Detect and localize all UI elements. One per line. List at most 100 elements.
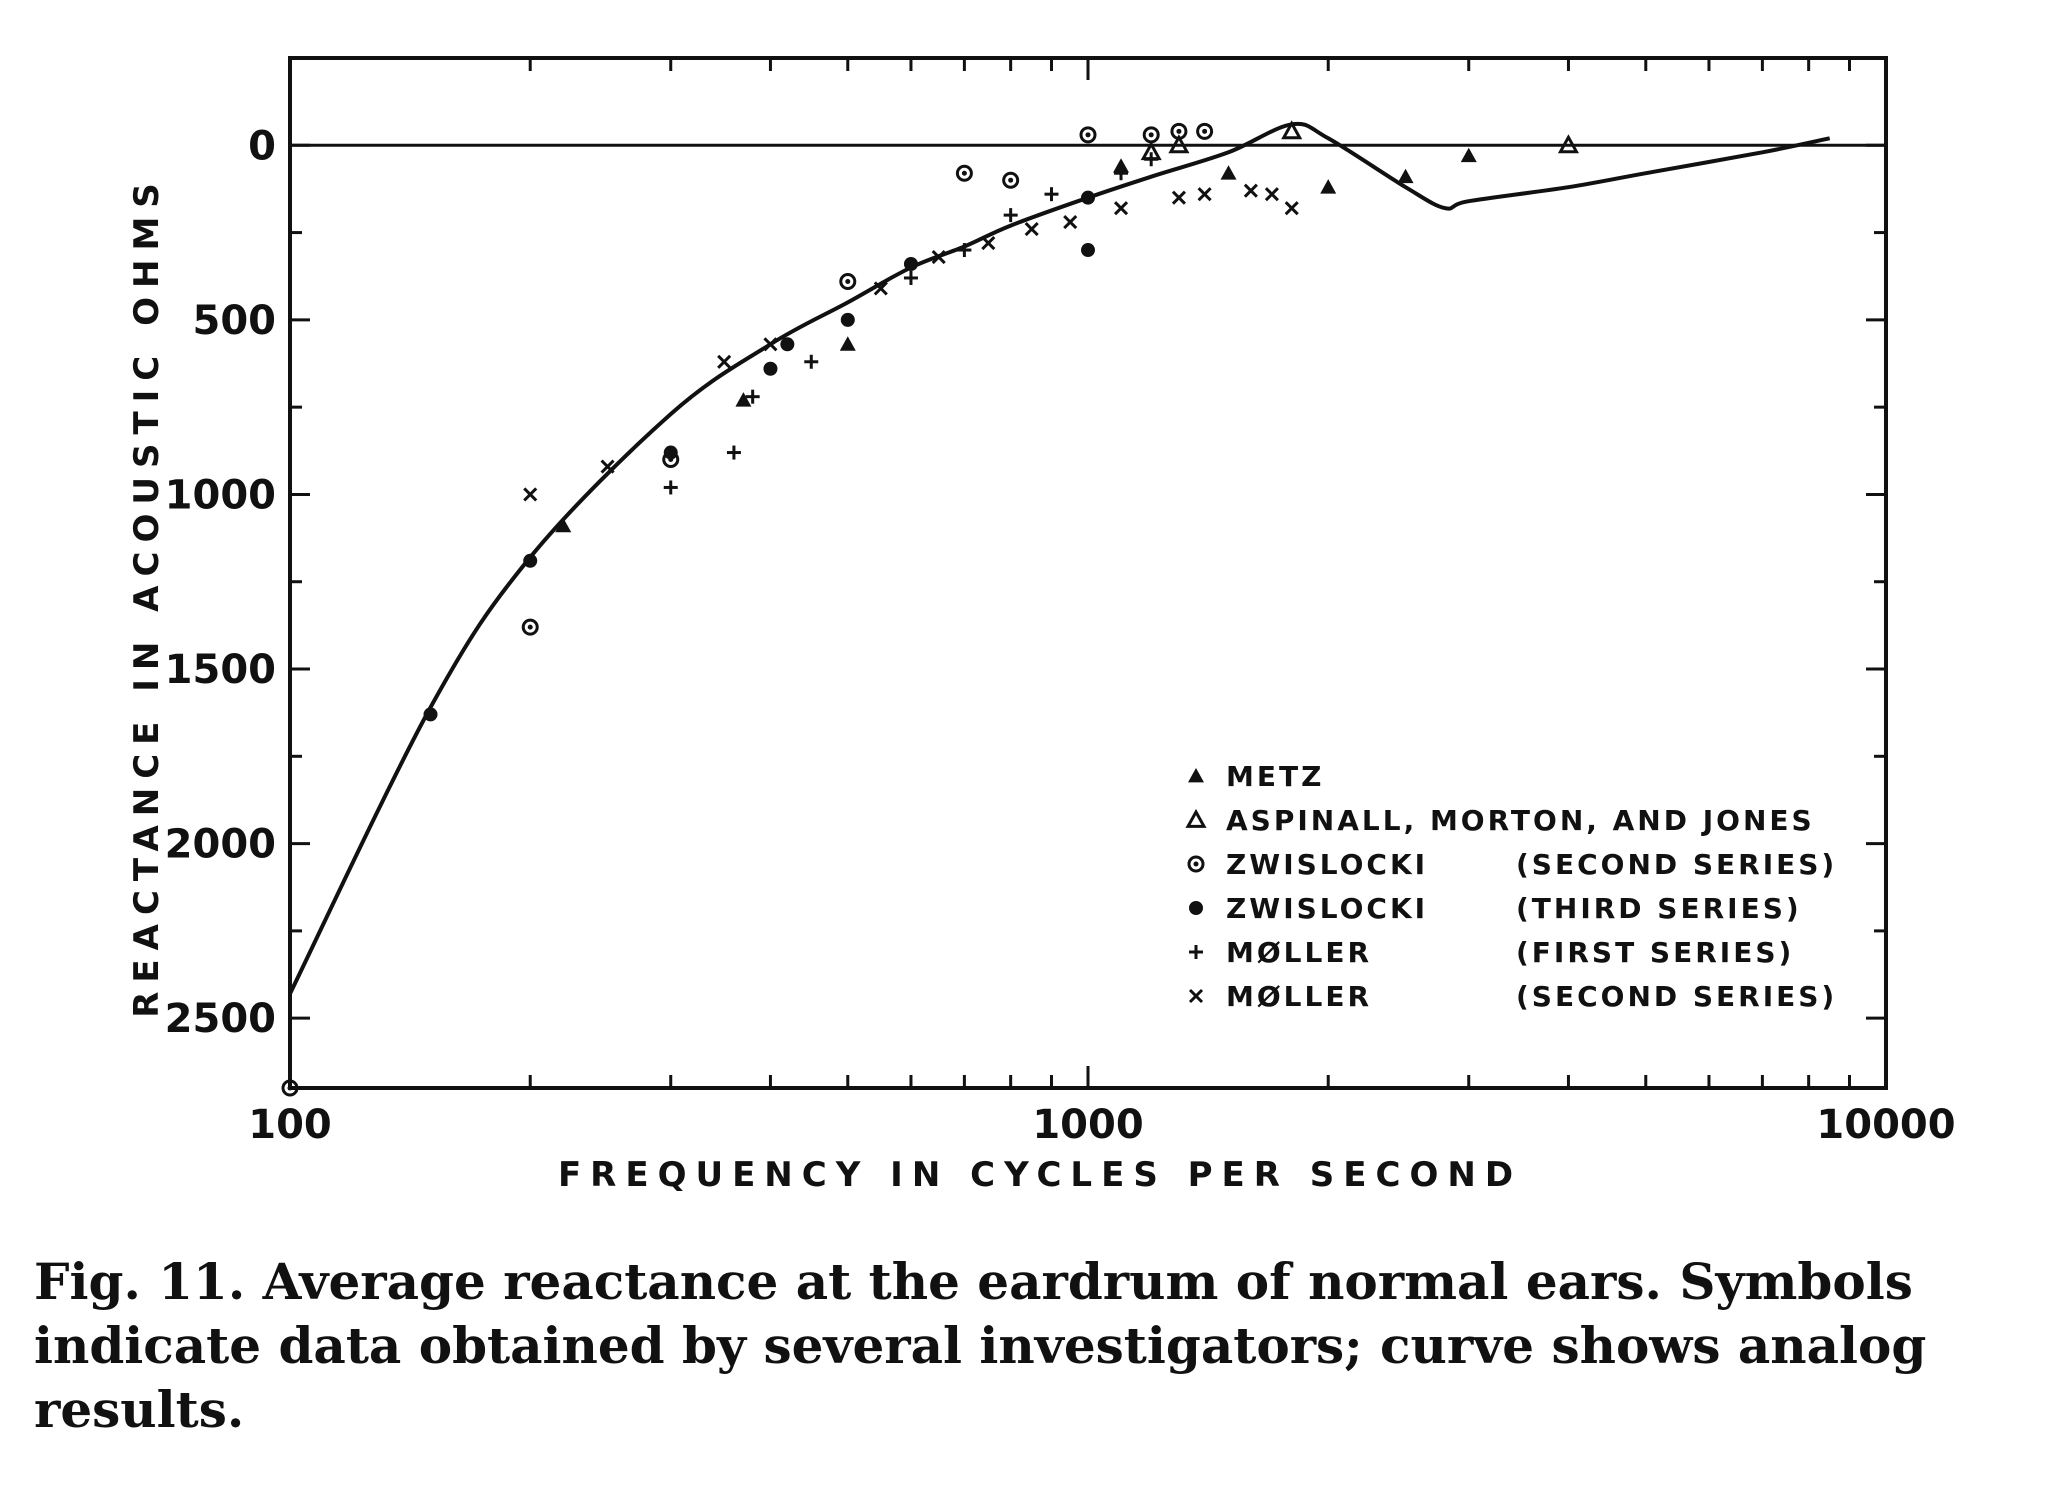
- zwislocki-second-ring: [1187, 855, 1205, 873]
- moller-second-point: [763, 337, 778, 352]
- moller-second-b: [1024, 222, 1039, 237]
- legend-entry-note: (SECOND SERIES): [1516, 848, 1837, 881]
- zwislocki-third-point: [423, 707, 438, 722]
- moller-second-b: [763, 337, 778, 352]
- metz-point: [1320, 179, 1337, 194]
- moller-second-point: [1264, 187, 1279, 202]
- moller-second-point: [1197, 187, 1212, 202]
- zwislocki-second-ring: [839, 272, 857, 290]
- zwislocki-third-point: [1081, 190, 1095, 205]
- legend: METZ ASPINALL, MORTON, AND JONES ZWISLOCKI…: [1185, 760, 1837, 1013]
- zwislocki-second-point: [839, 272, 857, 290]
- moller-second-b: [717, 354, 732, 369]
- zwislocki-second-point: [1079, 126, 1097, 144]
- moller-first-point: [957, 243, 972, 258]
- metz-point: [839, 336, 856, 351]
- moller-second-b: [1284, 201, 1299, 216]
- zwislocki-second-point: [1170, 122, 1188, 140]
- moller-second-b: [600, 459, 615, 474]
- moller-first-point: [1044, 187, 1059, 202]
- zwislocki-second-ring: [521, 618, 539, 636]
- moller-second-b: [1113, 201, 1129, 216]
- y-tick-label: 1000: [165, 472, 276, 518]
- zwislocki-second-point: [1187, 855, 1205, 873]
- plot-frame: [288, 56, 1888, 1090]
- zwislocki-second-dot: [527, 624, 533, 630]
- moller-first-point: [1114, 166, 1129, 181]
- moller-second-b: [873, 281, 888, 296]
- metz-point: [1397, 168, 1414, 184]
- moller-second-b: [1243, 183, 1258, 198]
- moller-first-point: [804, 354, 819, 369]
- aspinall-point: [1168, 134, 1190, 154]
- legend-entry-name: ASPINALL, MORTON, AND JONES: [1226, 804, 1815, 837]
- zwislocki-second-dot: [1085, 132, 1091, 138]
- metz-point: [1460, 147, 1477, 163]
- zwislocki-second-dot: [1202, 128, 1208, 134]
- figure-caption: Fig. 11. Average reactance at the eardru…: [34, 1252, 1927, 1439]
- zwislocki-third-point: [1081, 243, 1095, 258]
- moller-first-point: [1144, 152, 1159, 167]
- zwislocki-second-point: [1002, 171, 1020, 189]
- moller-second-point: [931, 249, 946, 265]
- aspinall-point: [1557, 134, 1579, 154]
- moller-second-point: [1024, 222, 1039, 237]
- x-tick-label: 10000: [1816, 1102, 1955, 1148]
- moller-second-point: [1243, 183, 1258, 198]
- moller-second-b: [1197, 187, 1212, 202]
- moller-second-b: [1171, 190, 1186, 205]
- moller-second-point: [1113, 201, 1129, 216]
- zwislocki-second-point: [281, 1079, 299, 1097]
- moller-second-b: [981, 235, 996, 251]
- legend-entry-note: (SECOND SERIES): [1516, 980, 1837, 1013]
- x-tick-label: 1000: [1032, 1102, 1143, 1148]
- metz-point: [1220, 165, 1237, 180]
- zwislocki-third-point: [763, 361, 778, 376]
- zwislocki-second-ring: [1079, 126, 1097, 144]
- moller-second-point: [523, 487, 538, 502]
- zwislocki-second-dot: [1176, 128, 1182, 134]
- zwislocki-third-point: [780, 337, 795, 352]
- y-tick-label: 0: [248, 123, 276, 169]
- moller-second-b: [523, 487, 538, 502]
- zwislocki-second-ring: [1170, 122, 1188, 140]
- zwislocki-second-point: [521, 618, 539, 636]
- moller-second-point: [873, 281, 888, 296]
- zwislocki-second-ring: [1142, 126, 1160, 144]
- moller-first-point: [726, 445, 741, 460]
- y-tick-label: 1500: [165, 647, 276, 693]
- legend-entry-name: MØLLER: [1226, 980, 1372, 1013]
- moller-second-b: [931, 249, 946, 265]
- legend-entry-name: ZWISLOCKI: [1226, 892, 1428, 925]
- zwislocki-second-point: [1196, 122, 1214, 140]
- zwislocki-third-point: [903, 257, 918, 271]
- metz-point: [555, 517, 572, 533]
- moller-second-point: [1171, 190, 1186, 205]
- zwislocki-second-dot: [1148, 132, 1154, 138]
- zwislocki-second-ring: [281, 1079, 299, 1097]
- legend-entry-name: ZWISLOCKI: [1226, 848, 1428, 881]
- x-tick-label: 100: [248, 1102, 332, 1148]
- zwislocki-second-dot: [287, 1085, 293, 1091]
- moller-second-b: [1188, 988, 1204, 1004]
- legend-entry-note: (FIRST SERIES): [1516, 936, 1794, 969]
- zwislocki-third-point: [663, 445, 678, 460]
- legend-entry-name: MØLLER: [1226, 936, 1372, 969]
- metz-point: [1188, 768, 1204, 783]
- zwislocki-second-dot: [845, 278, 851, 284]
- y-axis-label: REACTANCE IN ACOUSTIC OHMS: [127, 174, 167, 1018]
- y-tick-label: 2000: [165, 822, 276, 868]
- zwislocki-second-dot: [1193, 861, 1199, 867]
- moller-first-point: [1003, 208, 1018, 223]
- moller-first-point: [1189, 945, 1203, 959]
- zwislocki-third-point: [1189, 901, 1203, 915]
- tick-labels-layer: 100 1000 10000 0 500 1000 1500 2000 2500: [165, 123, 1956, 1148]
- y-tick-label: 500: [193, 298, 277, 344]
- x-axis-label: FREQUENCY IN CYCLES PER SECOND: [558, 1155, 1522, 1195]
- zwislocki-second-point: [955, 164, 973, 182]
- moller-second-point: [1284, 201, 1299, 216]
- legend-entry-name: METZ: [1226, 760, 1324, 793]
- moller-second-point: [1063, 215, 1078, 230]
- metz-point: [735, 392, 752, 407]
- moller-second-b: [1264, 187, 1279, 202]
